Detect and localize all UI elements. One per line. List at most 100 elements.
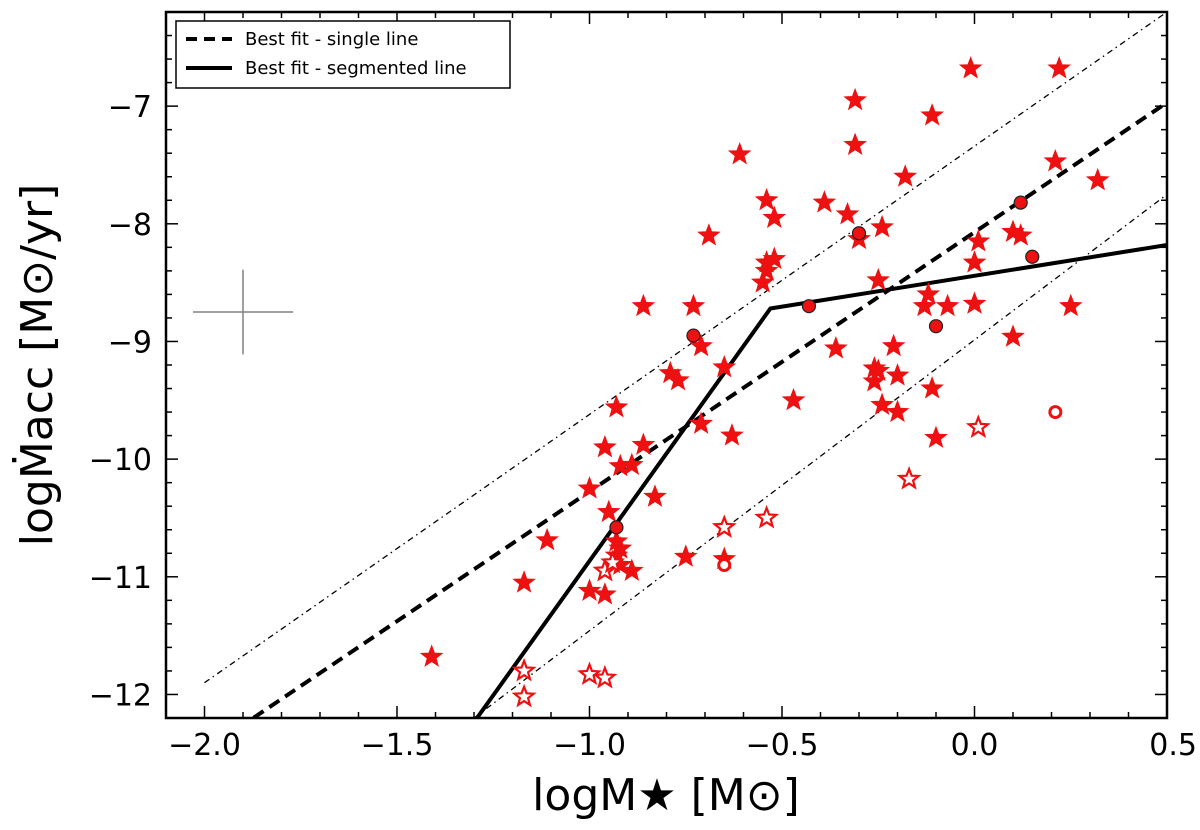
point-star-filled-62 [1001, 324, 1025, 347]
point-star-filled-48 [881, 333, 906, 357]
point-star-filled-7 [593, 582, 617, 605]
point-circle-filled-6 [1025, 249, 1040, 264]
point-star-filled-32 [754, 187, 779, 211]
legend-box [175, 20, 511, 89]
point-circle-open-0 [717, 558, 732, 573]
point-star-filled-2 [535, 527, 559, 551]
point-star-filled-53 [916, 281, 941, 305]
point-circle-filled-5 [1013, 195, 1028, 210]
y-tick-label: −7 [108, 90, 152, 125]
point-star-open-2 [577, 661, 602, 686]
point-star-filled-64 [1008, 223, 1033, 246]
point-star-filled-6 [596, 499, 621, 523]
y-axis-label: logṀacc [M⊙/yr] [11, 184, 63, 546]
fit-lines [204, 12, 1167, 718]
point-star-open-5 [600, 549, 625, 574]
point-star-filled-58 [958, 56, 983, 79]
point-star-filled-0 [419, 644, 444, 667]
y-tick-labels: −12 −11 −10 −9 −8 −7 [89, 90, 152, 713]
point-star-filled-51 [893, 164, 918, 187]
point-star-filled-28 [727, 141, 752, 165]
point-star-open-9 [965, 414, 991, 438]
point-star-filled-39 [843, 132, 867, 156]
point-star-filled-13 [620, 558, 644, 581]
point-star-filled-19 [666, 367, 690, 391]
legend-label-single: Best fit - single line [245, 29, 418, 50]
point-star-filled-30 [754, 258, 779, 281]
y-tick-label: −10 [89, 443, 152, 478]
y-tick-label: −8 [108, 208, 152, 243]
x-axis-label: logM★ [M⊙] [532, 770, 800, 821]
point-circle-filled-2 [801, 299, 817, 314]
point-star-filled-17 [643, 484, 667, 507]
point-star-filled-36 [812, 190, 837, 213]
y-tick-label: −11 [89, 561, 152, 596]
point-star-filled-49 [885, 363, 910, 386]
point-star-filled-16 [631, 293, 656, 317]
point-star-filled-26 [712, 354, 737, 378]
point-star-filled-8 [604, 394, 629, 418]
fit-line-dashdot-2 [204, 12, 1167, 684]
point-star-filled-29 [750, 270, 775, 293]
point-star-filled-34 [762, 205, 787, 228]
point-star-filled-60 [962, 250, 987, 273]
typical-errorbar [192, 269, 294, 355]
point-star-filled-1 [512, 570, 536, 593]
point-star-filled-37 [824, 336, 848, 359]
point-star-filled-40 [843, 87, 867, 111]
legend: Best fit - single line Best fit - segmen… [175, 20, 511, 89]
point-star-filled-47 [870, 214, 894, 238]
point-star-filled-46 [870, 392, 894, 416]
point-star-filled-52 [912, 293, 937, 317]
point-star-filled-5 [593, 434, 617, 458]
point-star-filled-67 [1058, 293, 1083, 317]
point-circle-filled-0 [609, 520, 624, 535]
point-star-filled-50 [885, 399, 910, 423]
axis-ticks [165, 11, 1168, 719]
fit-line-solid-1 [474, 243, 1167, 718]
point-star-filled-22 [689, 411, 713, 434]
point-star-filled-69 [608, 536, 633, 559]
legend-label-segmented: Best fit - segmented line [245, 58, 467, 79]
point-star-filled-3 [577, 476, 602, 499]
point-star-filled-38 [835, 201, 860, 225]
data-points [419, 56, 1110, 708]
point-star-filled-65 [1043, 148, 1068, 172]
point-circle-open-1 [1048, 405, 1063, 420]
point-star-filled-44 [866, 358, 891, 381]
point-star-open-6 [711, 514, 737, 538]
point-star-open-3 [592, 664, 618, 689]
point-star-open-1 [511, 683, 537, 708]
point-circle-filled-4 [928, 319, 944, 334]
point-star-filled-55 [920, 376, 944, 399]
point-star-filled-45 [866, 267, 891, 291]
point-circle-filled-3 [851, 226, 867, 241]
point-star-filled-4 [577, 578, 602, 601]
x-tick-label: 0.5 [1149, 728, 1197, 763]
x-tick-labels: −2.0 −1.5 −1.0 −0.5 0.0 0.5 [168, 728, 1197, 763]
x-tick-label: −1.0 [553, 728, 626, 763]
y-tick-label: −12 [89, 678, 152, 713]
point-star-filled-23 [689, 333, 713, 357]
point-star-filled-24 [697, 223, 721, 246]
point-star-filled-68 [1085, 167, 1110, 191]
point-star-filled-61 [966, 229, 991, 252]
point-star-filled-21 [681, 293, 706, 317]
point-circle-filled-1 [686, 328, 701, 343]
point-star-filled-54 [920, 103, 944, 126]
x-tick-label: −2.0 [168, 728, 241, 763]
point-star-filled-56 [924, 425, 948, 449]
plot-frame [164, 10, 1169, 720]
point-star-filled-14 [620, 452, 644, 476]
point-star-open-7 [754, 504, 779, 529]
point-star-filled-15 [631, 432, 656, 456]
point-star-open-8 [896, 466, 922, 490]
point-star-filled-27 [720, 423, 744, 446]
fit-line-dashdot-3 [473, 193, 1167, 718]
x-tick-label: 0.0 [951, 728, 999, 763]
x-tick-label: −1.5 [361, 728, 434, 763]
point-star-filled-35 [781, 387, 806, 411]
x-tick-label: −0.5 [746, 728, 819, 763]
point-star-filled-66 [1047, 56, 1072, 79]
